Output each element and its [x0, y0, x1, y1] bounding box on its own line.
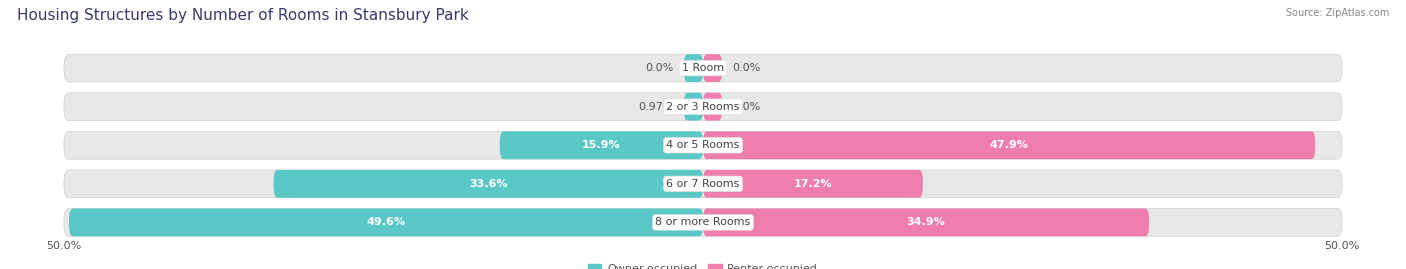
FancyBboxPatch shape	[683, 54, 703, 82]
FancyBboxPatch shape	[63, 170, 1343, 198]
Text: 0.0%: 0.0%	[733, 102, 761, 112]
FancyBboxPatch shape	[63, 131, 1343, 159]
Text: 49.6%: 49.6%	[367, 217, 405, 227]
Text: 8 or more Rooms: 8 or more Rooms	[655, 217, 751, 227]
FancyBboxPatch shape	[703, 131, 1315, 159]
FancyBboxPatch shape	[274, 170, 703, 198]
Text: 15.9%: 15.9%	[582, 140, 620, 150]
FancyBboxPatch shape	[69, 208, 703, 236]
Text: 50.0%: 50.0%	[1324, 240, 1360, 250]
Text: 4 or 5 Rooms: 4 or 5 Rooms	[666, 140, 740, 150]
Text: 0.97%: 0.97%	[638, 102, 673, 112]
FancyBboxPatch shape	[683, 93, 703, 121]
Text: Source: ZipAtlas.com: Source: ZipAtlas.com	[1285, 8, 1389, 18]
Text: 33.6%: 33.6%	[470, 179, 508, 189]
Text: 2 or 3 Rooms: 2 or 3 Rooms	[666, 102, 740, 112]
FancyBboxPatch shape	[703, 54, 723, 82]
Text: 0.0%: 0.0%	[645, 63, 673, 73]
Text: 47.9%: 47.9%	[990, 140, 1029, 150]
FancyBboxPatch shape	[63, 93, 1343, 121]
FancyBboxPatch shape	[63, 54, 1343, 82]
Text: 34.9%: 34.9%	[907, 217, 945, 227]
FancyBboxPatch shape	[499, 131, 703, 159]
FancyBboxPatch shape	[63, 208, 1343, 236]
FancyBboxPatch shape	[703, 170, 922, 198]
FancyBboxPatch shape	[703, 93, 723, 121]
Text: 1 Room: 1 Room	[682, 63, 724, 73]
Text: 17.2%: 17.2%	[793, 179, 832, 189]
Text: 0.0%: 0.0%	[733, 63, 761, 73]
Text: 50.0%: 50.0%	[46, 240, 82, 250]
FancyBboxPatch shape	[703, 208, 1149, 236]
Text: 6 or 7 Rooms: 6 or 7 Rooms	[666, 179, 740, 189]
Text: Housing Structures by Number of Rooms in Stansbury Park: Housing Structures by Number of Rooms in…	[17, 8, 468, 23]
Legend: Owner-occupied, Renter-occupied: Owner-occupied, Renter-occupied	[583, 259, 823, 269]
